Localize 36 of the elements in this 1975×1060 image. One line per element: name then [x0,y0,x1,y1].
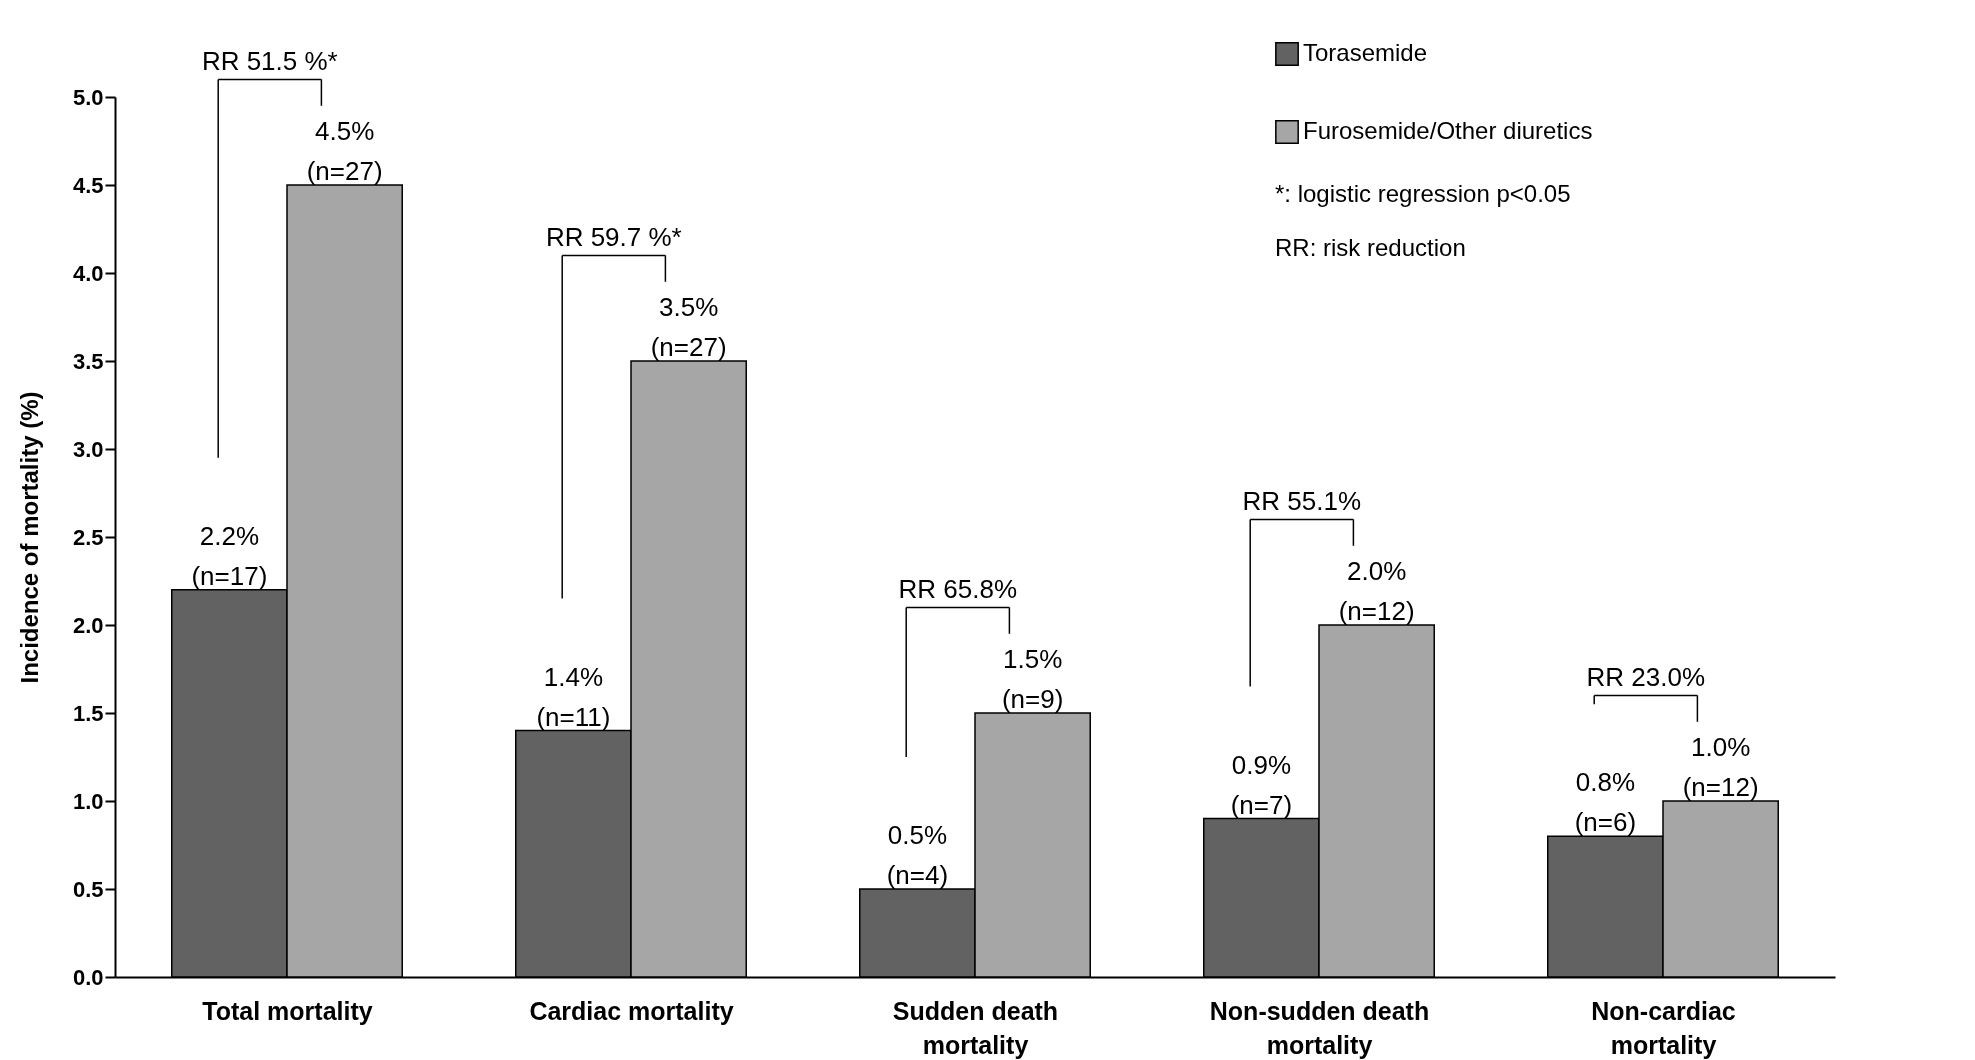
annotation: RR 65.8% [898,574,1018,605]
legend-label: Torasemide [1303,39,1428,66]
data-label: 3.5% (n=27) [650,292,727,362]
y-tick-label: 2.5 [72,524,104,550]
y-tick-label: 3.5 [72,348,104,374]
data-label: 2.0% (n=12) [1338,556,1415,626]
data-label: 0.9% (n=7) [1230,749,1293,820]
y-tick-label: 1.5 [72,700,104,726]
data-label: 2.2% (n=17) [191,520,268,591]
y-tick-label: 1.0 [72,788,104,814]
y-tick-label: 0.0 [72,964,104,990]
data-label: 1.5% (n=9) [1001,644,1064,714]
x-tick-label: Non-sudden death mortality [1209,996,1430,1059]
x-tick-label: Non-cardiac mortality [1591,996,1736,1059]
text: RR 51.5 %* [201,46,338,77]
annotation: RR 55.1% [1242,486,1362,517]
x-tick-label: Total mortality [202,996,373,1025]
y-tick-label: 5.0 [72,84,104,110]
x-tick-label: Sudden death mortality [892,996,1059,1059]
data-label: 0.8% (n=6) [1574,767,1637,838]
y-tick-label: 0.5 [72,876,104,902]
x-tick-label: Cardiac mortality [529,996,734,1025]
data-label: 0.5% (n=4) [886,820,949,890]
annotation: RR: risk reduction [1275,234,1466,261]
legend-label: Furosemide/Other diuretics [1303,117,1593,144]
annotation: RR 59.7 %* [545,222,682,253]
y-tick-label: 4.5 [72,172,104,198]
y-tick-label: 2.0 [72,612,104,638]
y-tick-label: 3.0 [72,436,104,462]
annotation: RR 23.0% [1586,662,1706,693]
data-label: 1.0% (n=12) [1682,732,1759,802]
y-tick-label: 4.0 [72,260,104,286]
y-axis-title: Incidence of mortality (%) [15,391,43,684]
annotation: *: logistic regression p<0.05 [1275,180,1571,207]
data-label: 1.4% (n=11) [536,661,611,732]
data-label: 4.5% (n=27) [306,116,383,186]
